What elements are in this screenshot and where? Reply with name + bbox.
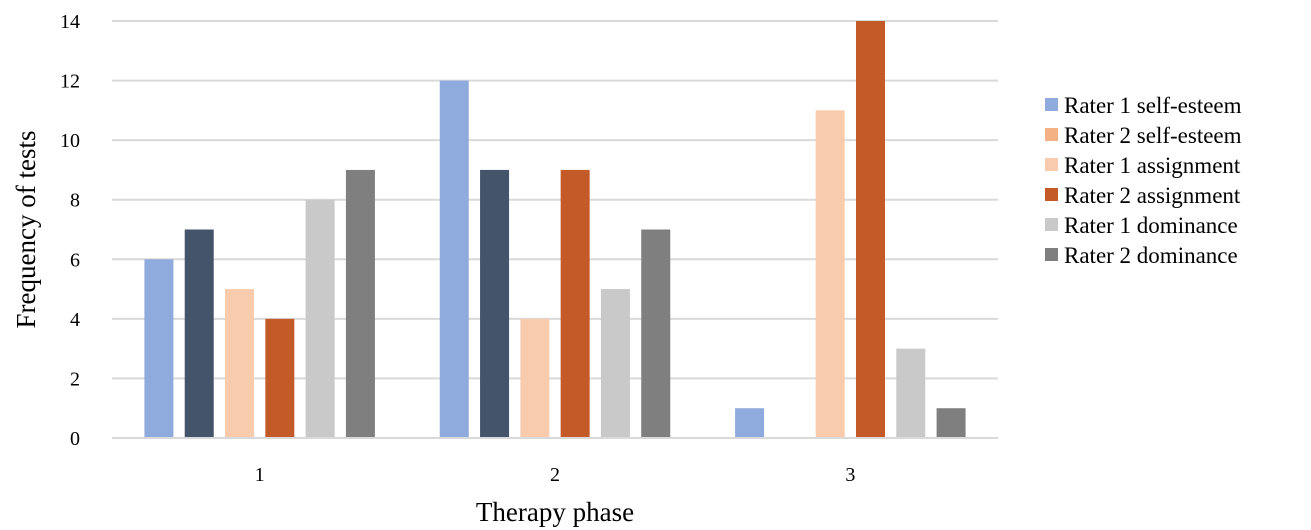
y-axis-title: Frequency of tests [11, 131, 41, 329]
bar [439, 80, 469, 439]
bar [144, 259, 174, 438]
bar [735, 408, 765, 438]
legend: Rater 1 self-esteem Rater 2 self-esteem Ra… [1045, 93, 1242, 268]
bar [265, 318, 295, 438]
y-tick-label: 12 [60, 71, 80, 93]
y-tick-label: 2 [70, 368, 80, 390]
x-axis-title: Therapy phase [476, 497, 634, 527]
legend-swatch [1045, 158, 1058, 171]
legend-label: Rater 1 self-esteem [1064, 93, 1242, 118]
bar [560, 169, 590, 438]
legend-label: Rater 2 assignment [1064, 183, 1241, 208]
legend-swatch [1045, 188, 1058, 201]
x-tick-label: 1 [255, 464, 265, 486]
y-axis-ticks: 0 2 4 6 8 10 12 14 [60, 11, 80, 450]
gridlines [112, 20, 998, 380]
bar [815, 110, 845, 438]
legend-swatch [1045, 218, 1058, 231]
legend-label: Rater 2 self-esteem [1064, 123, 1242, 148]
bars [144, 21, 966, 439]
legend-label: Rater 2 dominance [1064, 243, 1238, 268]
bar [600, 289, 630, 438]
bar [855, 21, 885, 438]
bar [641, 229, 671, 438]
bar [936, 408, 966, 438]
legend-swatch [1045, 128, 1058, 141]
legend-swatch [1045, 248, 1058, 261]
bar [480, 169, 510, 438]
bar [345, 169, 375, 438]
x-tick-label: 2 [550, 464, 560, 486]
x-tick-label: 3 [845, 464, 855, 486]
bar [225, 289, 255, 438]
y-tick-label: 14 [60, 11, 80, 33]
x-axis-ticks: 1 2 3 [255, 464, 856, 486]
bar [184, 229, 214, 438]
y-tick-label: 6 [70, 249, 80, 271]
bar [896, 348, 926, 438]
legend-label: Rater 1 dominance [1064, 213, 1238, 238]
legend-swatch [1045, 98, 1058, 111]
y-tick-label: 8 [70, 190, 80, 212]
legend-label: Rater 1 assignment [1064, 153, 1241, 178]
bar [520, 318, 550, 438]
y-tick-label: 0 [70, 428, 80, 450]
bar [305, 199, 335, 438]
y-tick-label: 10 [60, 130, 80, 152]
y-tick-label: 4 [70, 309, 80, 331]
